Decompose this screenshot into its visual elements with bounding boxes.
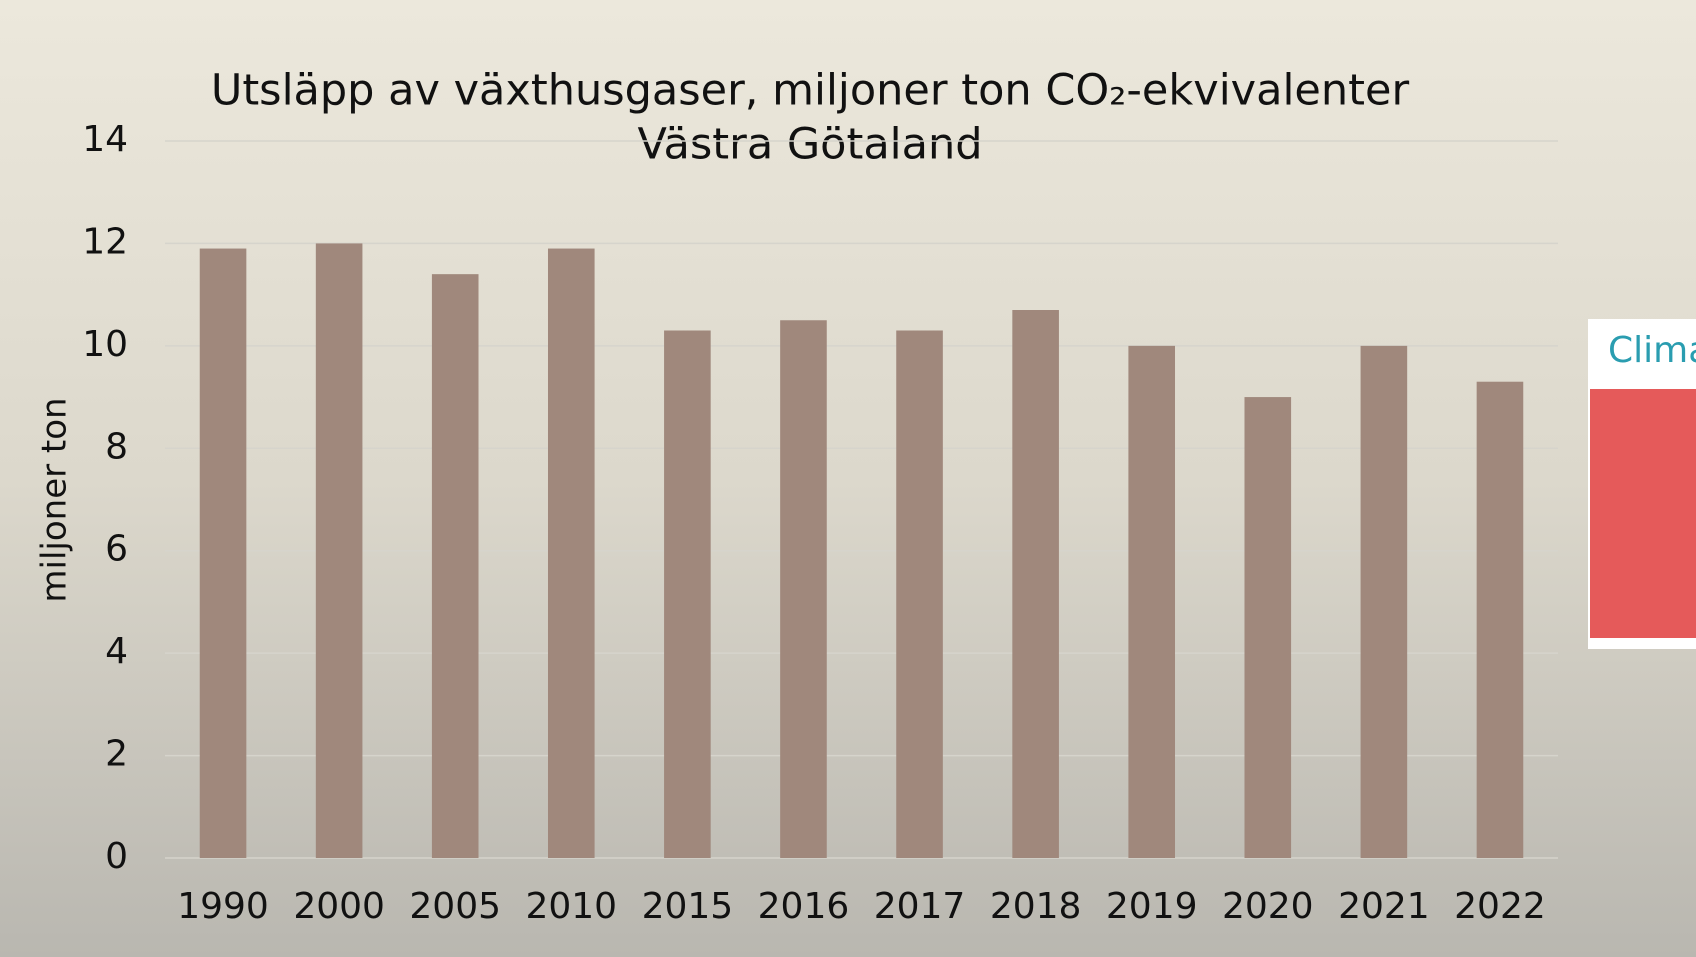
y-tick-label: 12 [82,221,128,262]
y-tick-label: 14 [82,119,128,160]
bar [780,320,827,858]
x-tick-label: 2000 [293,886,385,927]
x-tick-label: 2018 [990,886,1082,927]
bar [664,330,711,858]
x-tick-label: 2015 [642,886,734,927]
x-tick-label: 2021 [1338,886,1430,927]
y-tick-label: 4 [105,631,128,672]
x-tick-label: 2022 [1454,886,1546,927]
x-tick-label: 1990 [177,886,269,927]
bar [1476,381,1524,858]
bar [896,330,943,858]
bar [315,243,363,858]
y-tick-label: 10 [82,324,128,365]
y-tick-label: 0 [105,836,128,877]
bar [547,248,595,859]
bar [1128,345,1176,858]
bar [199,248,247,859]
x-tick-label: 2019 [1106,886,1198,927]
inset-title: Clima [1608,330,1696,371]
chart-subtitle: Västra Götaland [637,120,982,170]
chart-title: Utsläpp av växthusgaser, miljoner ton CO… [211,66,1410,116]
bar [1012,310,1059,858]
bar [1360,345,1408,858]
y-tick-label: 6 [105,529,128,570]
bar [1244,397,1292,858]
y-tick-label: 8 [105,426,128,467]
bar [431,274,479,859]
x-tick-label: 2017 [874,886,966,927]
x-tick-label: 2016 [758,886,850,927]
y-tick-label: 2 [105,734,128,775]
x-tick-label: 2005 [409,886,501,927]
x-tick-label: 2010 [525,886,617,927]
y-axis-label: miljoner ton [35,397,75,602]
x-tick-label: 2020 [1222,886,1314,927]
inset-image [1590,389,1696,638]
